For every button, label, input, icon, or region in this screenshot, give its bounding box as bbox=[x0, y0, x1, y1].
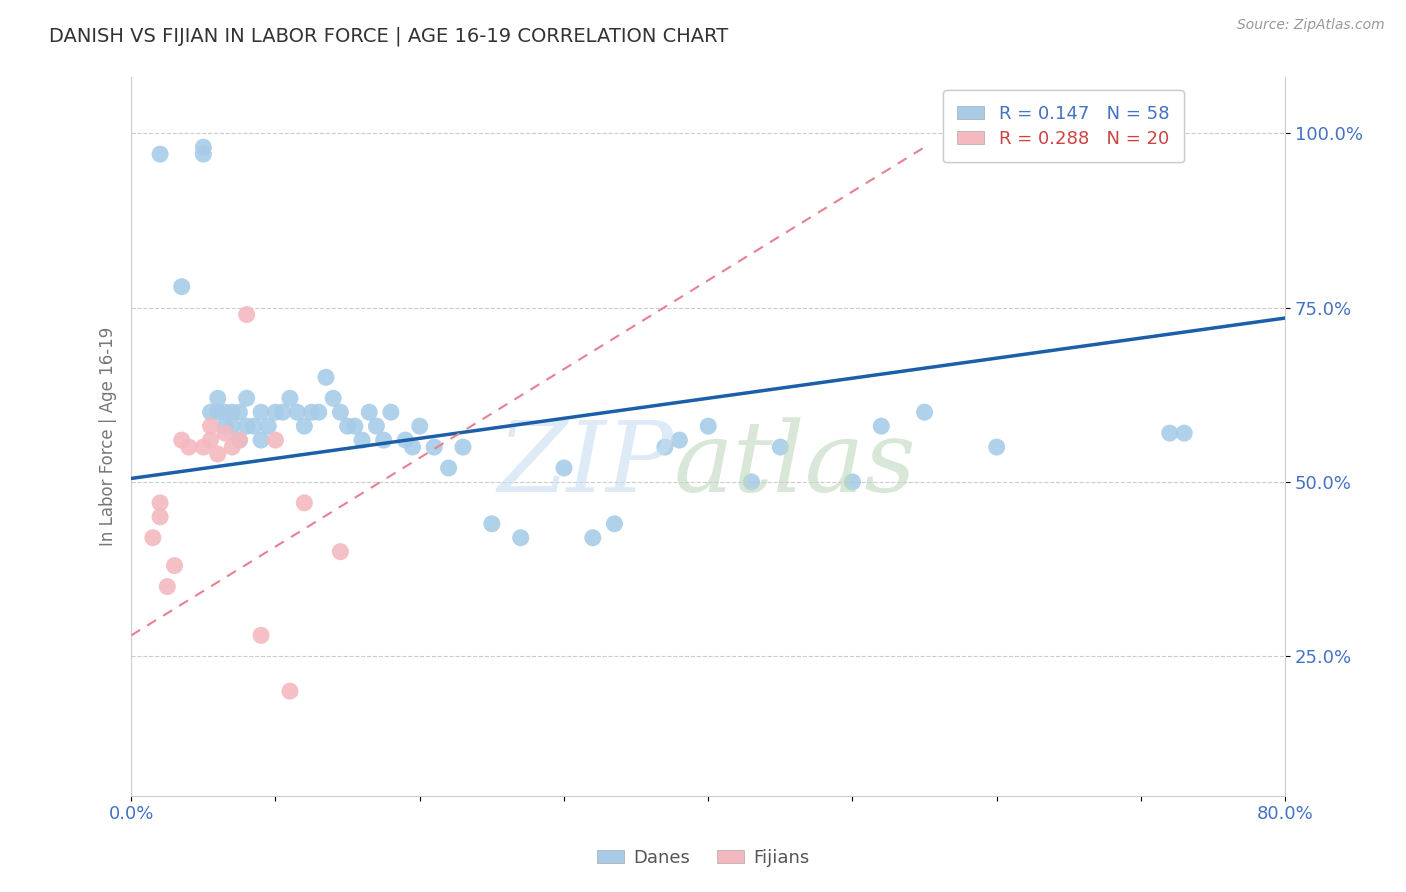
Point bbox=[142, 531, 165, 545]
Point bbox=[264, 405, 287, 419]
Point bbox=[329, 544, 352, 558]
Y-axis label: In Labor Force | Age 16-19: In Labor Force | Age 16-19 bbox=[100, 327, 117, 546]
Text: ZIP: ZIP bbox=[498, 417, 673, 513]
Point bbox=[200, 419, 222, 434]
Point bbox=[394, 433, 416, 447]
Point bbox=[228, 405, 250, 419]
Point bbox=[322, 391, 344, 405]
Point bbox=[509, 531, 531, 545]
Point bbox=[697, 419, 720, 434]
Point bbox=[451, 440, 474, 454]
Point bbox=[481, 516, 503, 531]
Point bbox=[668, 433, 690, 447]
Point bbox=[149, 496, 172, 510]
Point bbox=[193, 140, 215, 154]
Point bbox=[149, 509, 172, 524]
Point bbox=[278, 391, 301, 405]
Point bbox=[200, 433, 222, 447]
Point bbox=[769, 440, 792, 454]
Point bbox=[553, 461, 575, 475]
Point bbox=[200, 405, 222, 419]
Point bbox=[243, 419, 266, 434]
Point bbox=[292, 496, 315, 510]
Point bbox=[221, 419, 243, 434]
Point bbox=[582, 531, 605, 545]
Point bbox=[329, 405, 352, 419]
Point bbox=[235, 391, 257, 405]
Point bbox=[221, 440, 243, 454]
Point bbox=[292, 419, 315, 434]
Point bbox=[437, 461, 460, 475]
Point bbox=[177, 440, 200, 454]
Point bbox=[986, 440, 1008, 454]
Point bbox=[740, 475, 762, 489]
Point bbox=[193, 440, 215, 454]
Point bbox=[401, 440, 423, 454]
Point bbox=[301, 405, 323, 419]
Point bbox=[207, 391, 229, 405]
Point bbox=[603, 516, 626, 531]
Point bbox=[250, 628, 273, 642]
Point bbox=[228, 433, 250, 447]
Point bbox=[250, 405, 273, 419]
Point bbox=[350, 433, 373, 447]
Point bbox=[409, 419, 432, 434]
Point bbox=[1159, 426, 1181, 441]
Point bbox=[207, 405, 229, 419]
Point bbox=[163, 558, 186, 573]
Point bbox=[359, 405, 381, 419]
Point bbox=[278, 684, 301, 698]
Point bbox=[336, 419, 359, 434]
Legend: Danes, Fijians: Danes, Fijians bbox=[589, 842, 817, 874]
Point bbox=[228, 433, 250, 447]
Point bbox=[366, 419, 388, 434]
Point bbox=[214, 419, 236, 434]
Point bbox=[285, 405, 308, 419]
Point bbox=[373, 433, 395, 447]
Point bbox=[257, 419, 280, 434]
Point bbox=[423, 440, 446, 454]
Point bbox=[841, 475, 863, 489]
Point bbox=[308, 405, 330, 419]
Text: DANISH VS FIJIAN IN LABOR FORCE | AGE 16-19 CORRELATION CHART: DANISH VS FIJIAN IN LABOR FORCE | AGE 16… bbox=[49, 27, 728, 46]
Point bbox=[170, 279, 193, 293]
Point bbox=[170, 433, 193, 447]
Point bbox=[207, 447, 229, 461]
Point bbox=[250, 433, 273, 447]
Point bbox=[654, 440, 676, 454]
Point bbox=[235, 308, 257, 322]
Point bbox=[271, 405, 294, 419]
Point bbox=[214, 405, 236, 419]
Point bbox=[156, 580, 179, 594]
Point bbox=[914, 405, 936, 419]
Point bbox=[214, 426, 236, 441]
Point bbox=[315, 370, 337, 384]
Point bbox=[870, 419, 893, 434]
Point bbox=[1173, 426, 1195, 441]
Point bbox=[221, 405, 243, 419]
Point bbox=[343, 419, 366, 434]
Text: atlas: atlas bbox=[673, 417, 917, 513]
Text: Source: ZipAtlas.com: Source: ZipAtlas.com bbox=[1237, 18, 1385, 32]
Point bbox=[380, 405, 402, 419]
Point bbox=[193, 147, 215, 161]
Point bbox=[149, 147, 172, 161]
Legend: R = 0.147   N = 58, R = 0.288   N = 20: R = 0.147 N = 58, R = 0.288 N = 20 bbox=[943, 90, 1184, 162]
Point bbox=[235, 419, 257, 434]
Point bbox=[264, 433, 287, 447]
